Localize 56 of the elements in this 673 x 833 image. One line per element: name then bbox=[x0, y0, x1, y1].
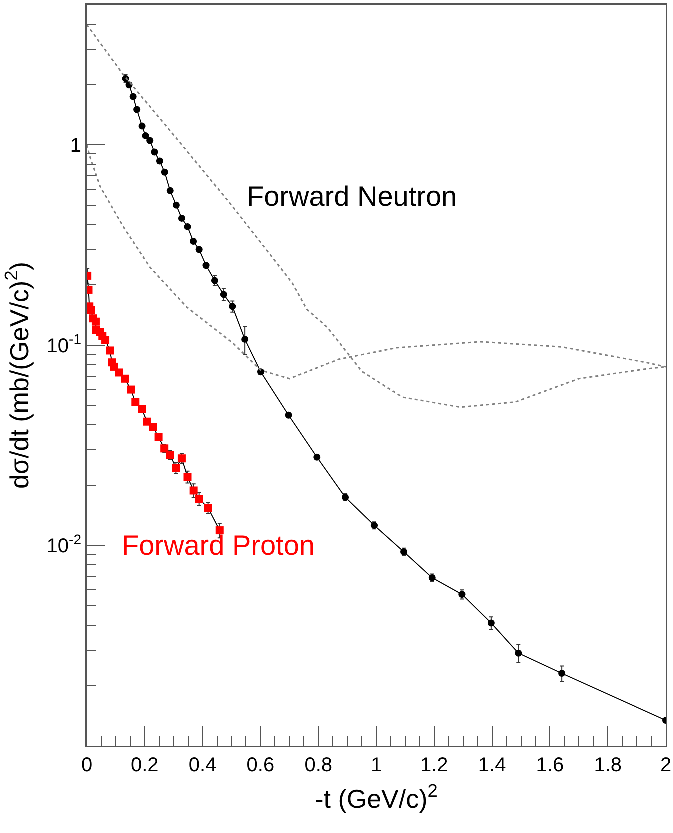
point bbox=[190, 486, 198, 495]
point bbox=[138, 122, 146, 130]
x-tick-label: 1.2 bbox=[420, 754, 448, 776]
y-tick-label: 10$^{-1}$ bbox=[46, 330, 82, 358]
point bbox=[156, 158, 164, 165]
point bbox=[138, 405, 146, 414]
x-axis-title: -t (GeV/c)$^{2}$ bbox=[315, 781, 438, 814]
x-tick-label: 0 bbox=[81, 754, 93, 776]
x-tick-label: 1.4 bbox=[478, 754, 506, 776]
y-tick-label: 10$^{-2}$ bbox=[46, 531, 82, 558]
point bbox=[178, 214, 186, 222]
point bbox=[488, 620, 495, 627]
x-tick-label: 1 bbox=[370, 754, 382, 776]
point bbox=[190, 238, 198, 245]
point bbox=[92, 318, 100, 326]
x-tick-label: 0.6 bbox=[246, 754, 275, 776]
point bbox=[106, 346, 114, 355]
point bbox=[558, 670, 566, 678]
series-label: Forward Proton bbox=[122, 530, 315, 561]
text: Forward Neutron bbox=[247, 181, 458, 212]
point bbox=[196, 246, 203, 254]
point bbox=[142, 132, 150, 140]
point bbox=[166, 187, 174, 194]
point bbox=[127, 386, 135, 394]
point bbox=[314, 454, 321, 461]
point bbox=[87, 306, 96, 314]
point bbox=[151, 148, 158, 156]
point bbox=[195, 495, 204, 503]
x-tick-label: 0.2 bbox=[130, 754, 159, 776]
point bbox=[115, 368, 124, 377]
x-tick-label: 2 bbox=[660, 754, 672, 776]
point bbox=[202, 262, 210, 270]
x-tick-label: 1.6 bbox=[536, 754, 564, 776]
point bbox=[161, 168, 168, 176]
point bbox=[184, 473, 192, 482]
point bbox=[216, 526, 224, 535]
point bbox=[132, 398, 140, 406]
x-tick-label: 0.4 bbox=[188, 754, 217, 776]
point bbox=[515, 650, 522, 657]
point bbox=[121, 374, 130, 383]
point bbox=[242, 336, 249, 343]
point bbox=[143, 418, 152, 426]
point bbox=[285, 412, 292, 419]
point bbox=[102, 336, 110, 344]
point bbox=[134, 106, 141, 114]
point bbox=[229, 303, 236, 310]
point bbox=[184, 223, 192, 230]
point bbox=[154, 433, 163, 442]
point bbox=[220, 291, 228, 298]
x-tick-label: 1.8 bbox=[594, 754, 622, 776]
point bbox=[149, 423, 158, 432]
x-tick-label: 0.8 bbox=[304, 754, 333, 776]
point bbox=[130, 93, 137, 100]
point bbox=[146, 137, 154, 144]
point bbox=[172, 202, 180, 209]
y-tick-label: 1 bbox=[70, 135, 82, 158]
